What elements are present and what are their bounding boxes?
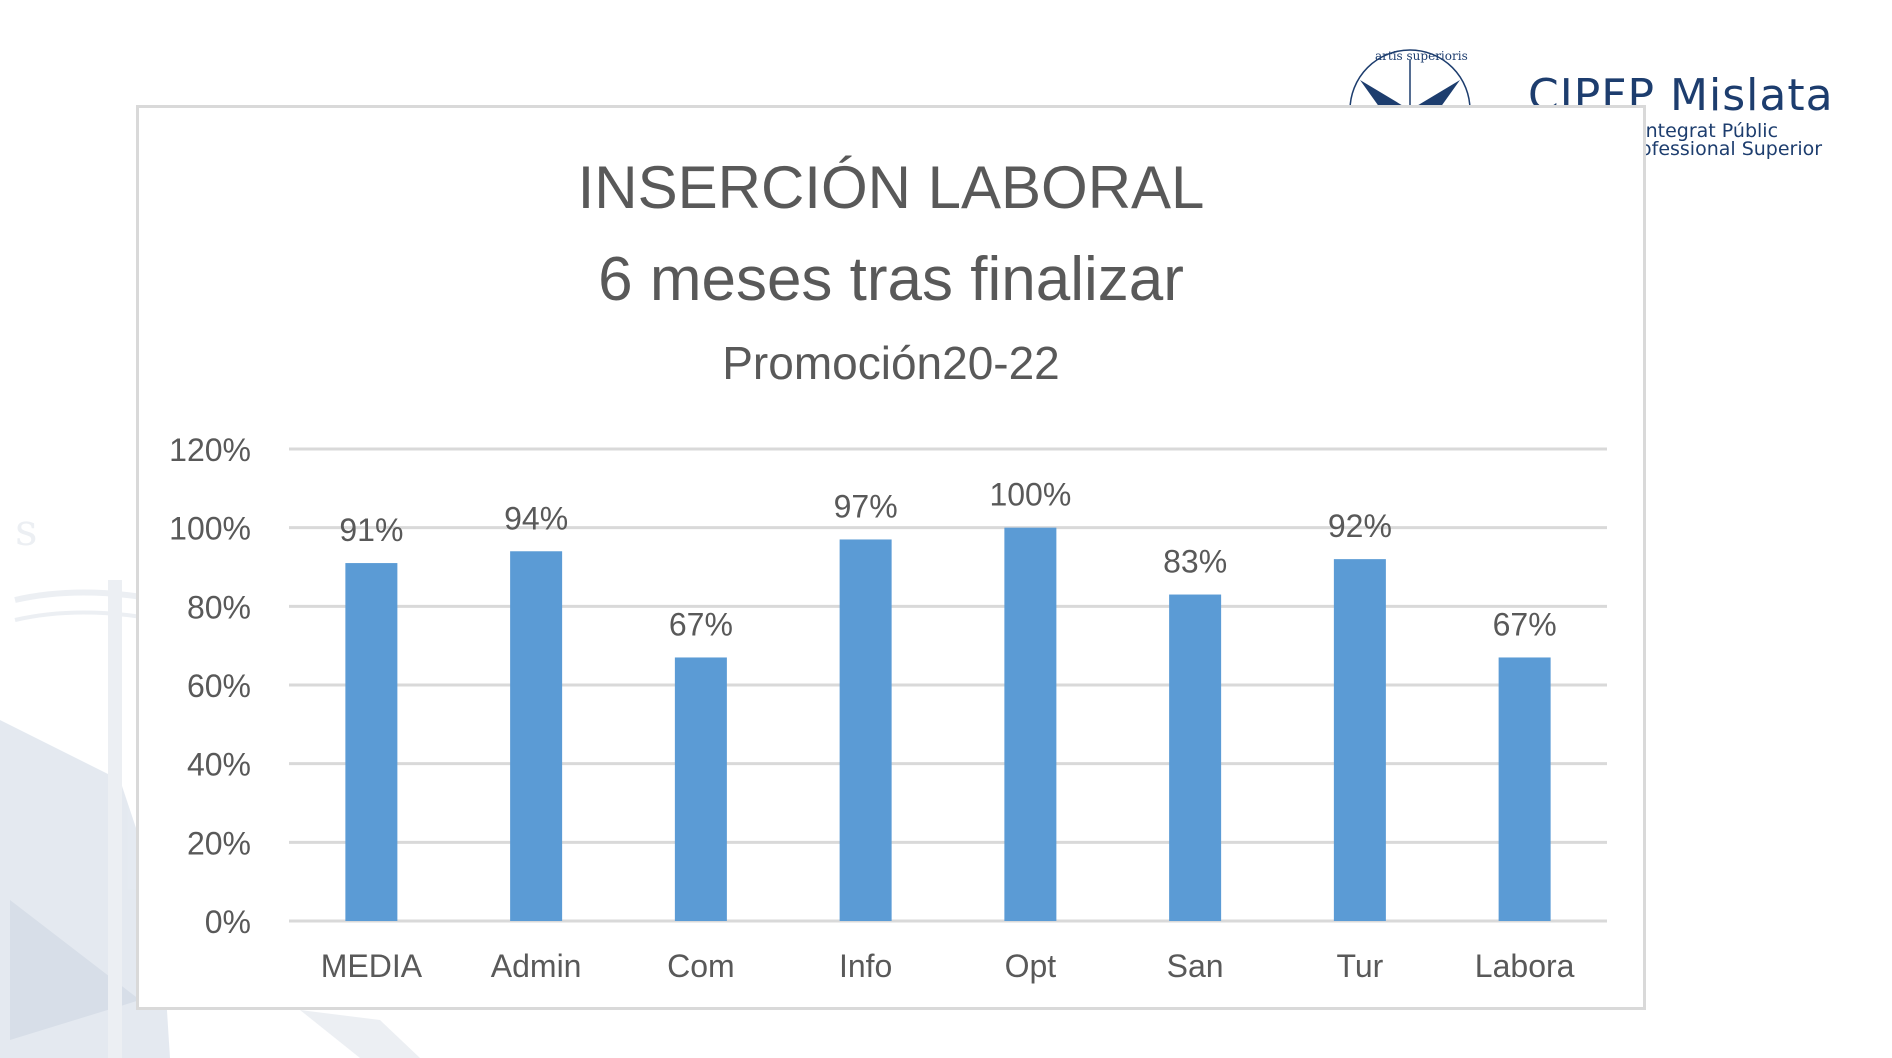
logo-motto: artis superioris [1375, 49, 1468, 63]
chart-title: INSERCIÓN LABORAL [578, 154, 1205, 221]
y-tick-label: 60% [187, 668, 251, 704]
chart-subtitle-2: Promoción20-22 [722, 337, 1060, 389]
data-label: 91% [339, 512, 403, 548]
data-label: 92% [1328, 508, 1392, 544]
data-label: 97% [834, 488, 898, 524]
y-tick-label: 100% [169, 511, 251, 547]
svg-text:s: s [15, 505, 38, 556]
y-tick-label: 20% [187, 825, 251, 861]
y-tick-label: 0% [205, 904, 251, 940]
bar [1498, 657, 1551, 921]
chart-container: INSERCIÓN LABORAL 6 meses tras finalizar… [136, 105, 1646, 1010]
x-tick-label: Opt [1005, 948, 1057, 984]
y-tick-label: 80% [187, 589, 251, 625]
bar [345, 563, 398, 921]
bar [510, 551, 563, 921]
data-label: 67% [669, 606, 733, 642]
x-tick-label: San [1167, 948, 1224, 984]
data-label: 67% [1493, 606, 1557, 642]
bar [1004, 527, 1057, 921]
data-label: 83% [1163, 544, 1227, 580]
x-tick-label: Tur [1336, 948, 1383, 984]
logo-subtitle-line1: Integrat Públic [1640, 120, 1779, 142]
y-tick-label: 40% [187, 747, 251, 783]
bar-chart: INSERCIÓN LABORAL 6 meses tras finalizar… [169, 154, 1607, 984]
x-tick-label: Labora [1475, 948, 1575, 984]
cipfp-logo: artis superioris CIPFP Mislata Integrat … [1320, 40, 1840, 170]
x-tick-label: Com [667, 948, 735, 984]
plot-area: 0% 20% 40% 60% 80% 100% 120% 91% MEDIA 94% Admin 67… [169, 432, 1607, 984]
bar [839, 539, 892, 921]
bar [674, 657, 727, 921]
bar [1169, 594, 1222, 921]
data-label: 100% [989, 477, 1071, 513]
x-tick-label: Admin [491, 948, 582, 984]
logo-subtitle-line2: ofessional Superior [1640, 138, 1823, 160]
y-tick-label: 120% [169, 432, 251, 468]
x-tick-label: Info [839, 948, 892, 984]
data-label: 94% [504, 500, 568, 536]
bar [1333, 559, 1386, 921]
x-tick-label: MEDIA [321, 948, 423, 984]
chart-subtitle: 6 meses tras finalizar [598, 245, 1184, 314]
